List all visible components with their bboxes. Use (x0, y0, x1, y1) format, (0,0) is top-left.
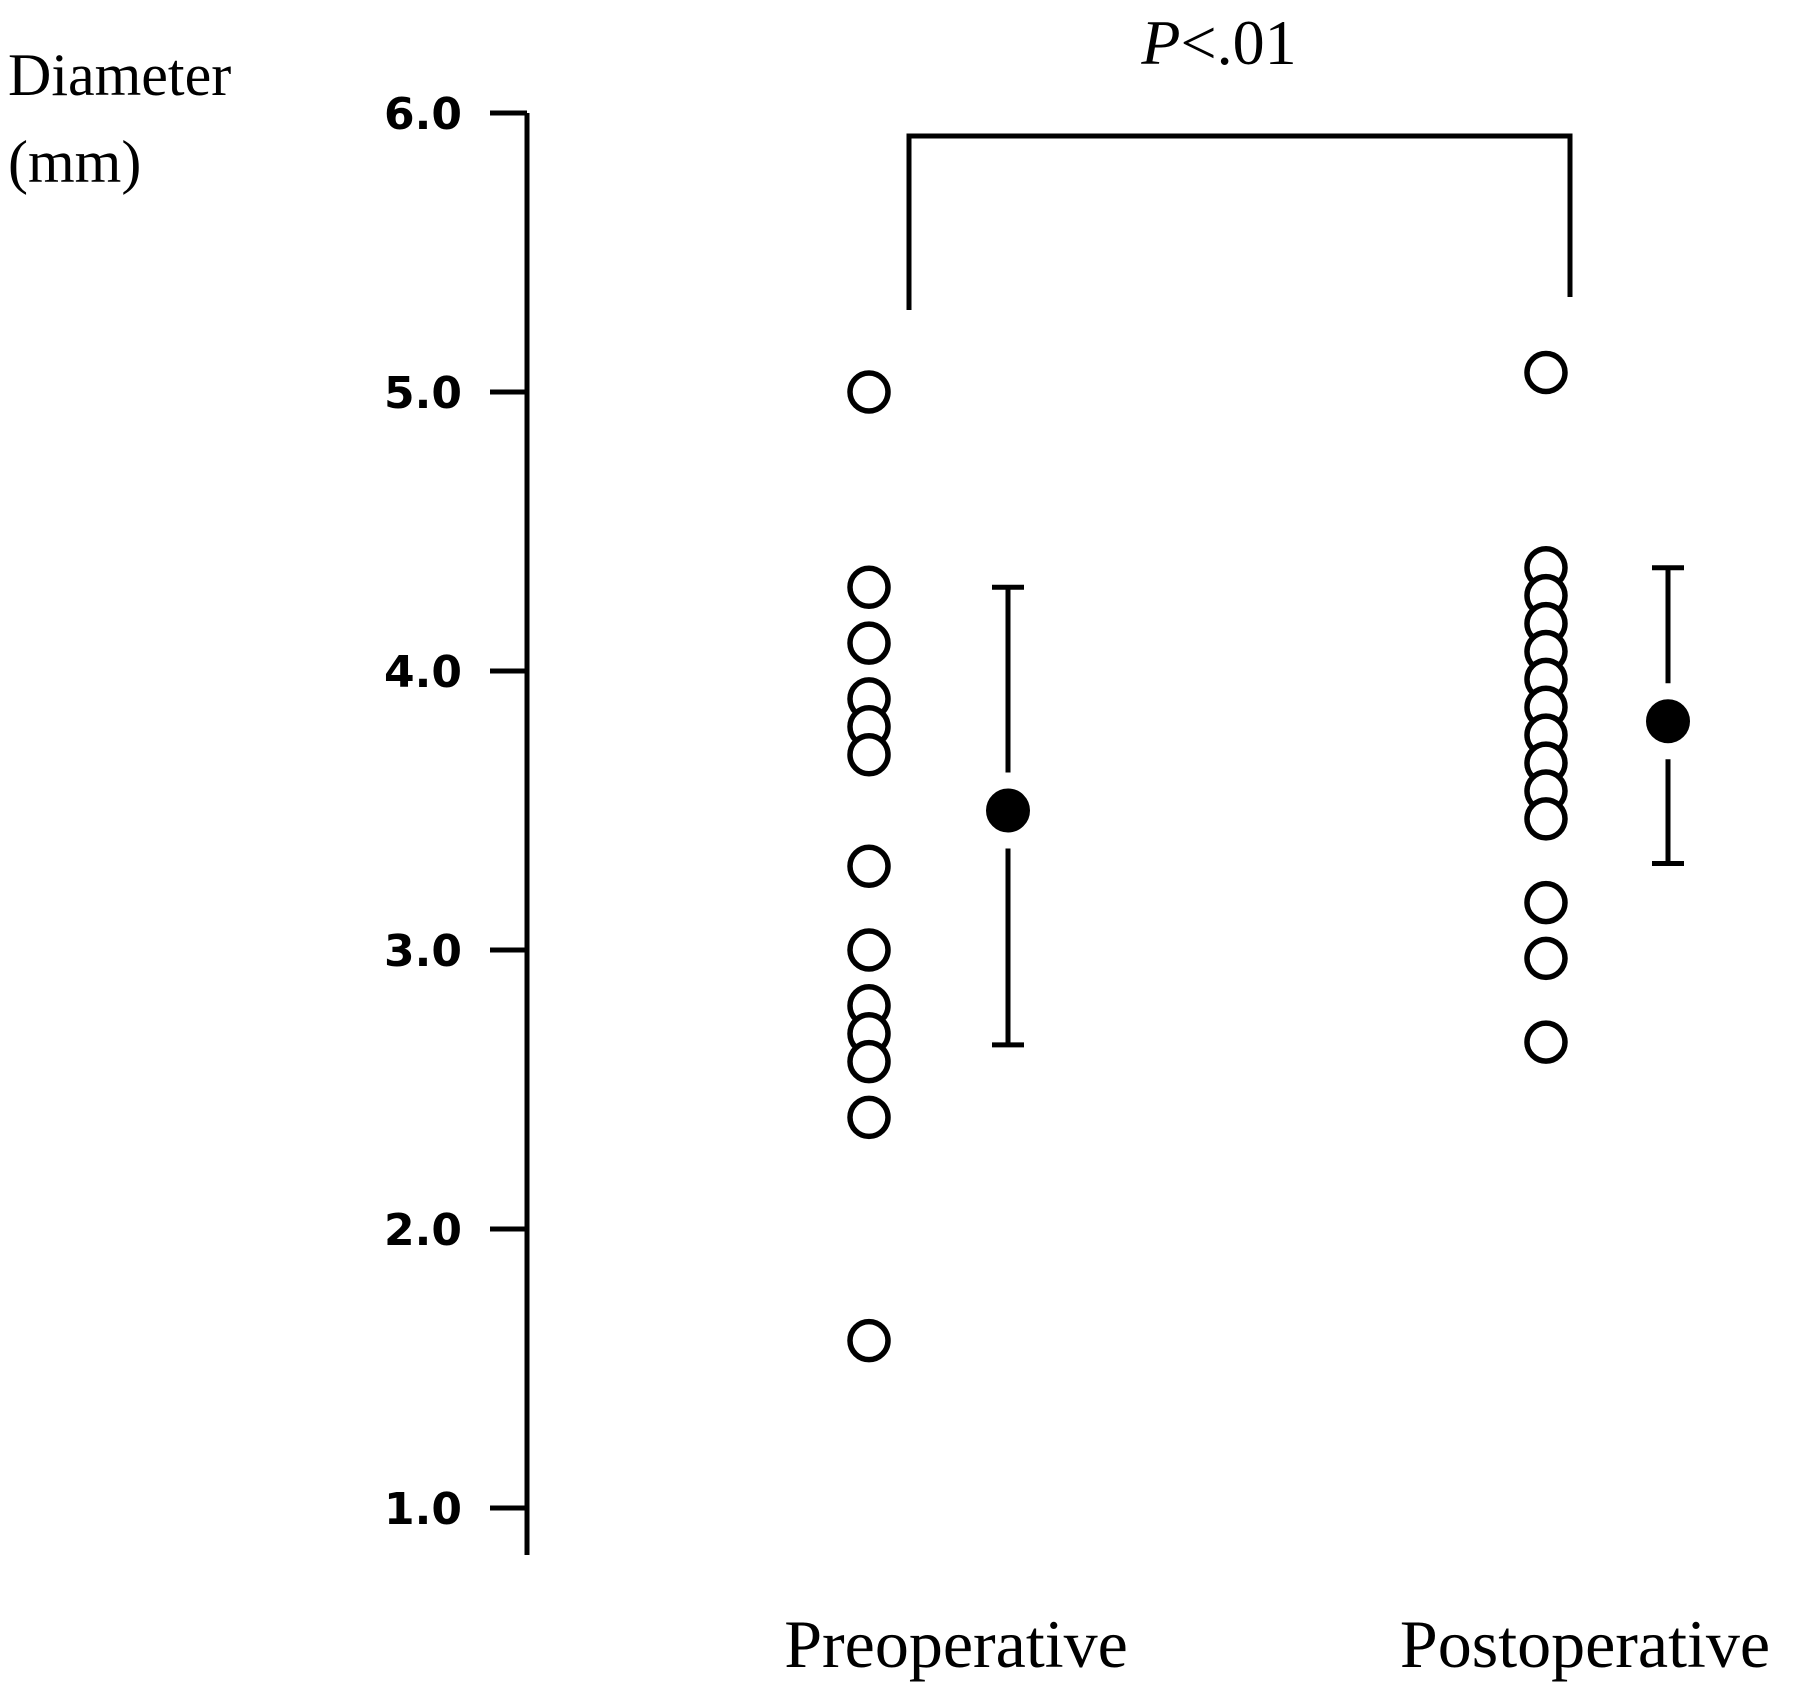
data-point-preoperative (847, 1318, 891, 1363)
p-symbol: P (1140, 7, 1180, 78)
y-tick-label: 6.0 (384, 89, 462, 140)
y-axis-label-line1: Diameter (8, 42, 231, 108)
y-tick-label: 5.0 (384, 368, 462, 419)
y-tick-label: 3.0 (384, 926, 462, 977)
significance-bracket (906, 133, 1573, 310)
data-point-postoperative (1524, 880, 1568, 925)
mean-point-preoperative (986, 788, 1030, 833)
data-point-preoperative (847, 565, 891, 610)
mean-point-postoperative (1646, 699, 1690, 744)
y-axis-label-line2: (mm) (8, 129, 141, 195)
data-point-postoperative (1524, 1020, 1568, 1064)
data-point-postoperative (1524, 350, 1568, 395)
data-point-postoperative (1524, 936, 1568, 981)
data-point-preoperative (847, 1039, 891, 1084)
y-tick-label: 1.0 (384, 1484, 462, 1535)
data-point-preoperative (847, 370, 891, 414)
data-marks (847, 350, 1690, 1363)
data-point-preoperative (847, 844, 891, 889)
data-point-preoperative (847, 1095, 891, 1140)
data-point-preoperative (847, 928, 891, 972)
category-label-postoperative: Postoperative (1400, 1606, 1770, 1682)
data-point-preoperative (847, 732, 891, 777)
p-threshold: <.01 (1181, 7, 1297, 78)
data-point-postoperative (1524, 797, 1568, 841)
y-tick-label: 4.0 (384, 647, 462, 698)
category-label-preoperative: Preoperative (784, 1606, 1128, 1682)
y-axis-ticks: 1.0 2.0 3.0 4.0 5.0 6.0 (384, 89, 527, 1535)
y-tick-label: 2.0 (384, 1205, 462, 1256)
p-value-annotation: P<.01 (1140, 7, 1296, 78)
data-point-preoperative (847, 621, 891, 665)
